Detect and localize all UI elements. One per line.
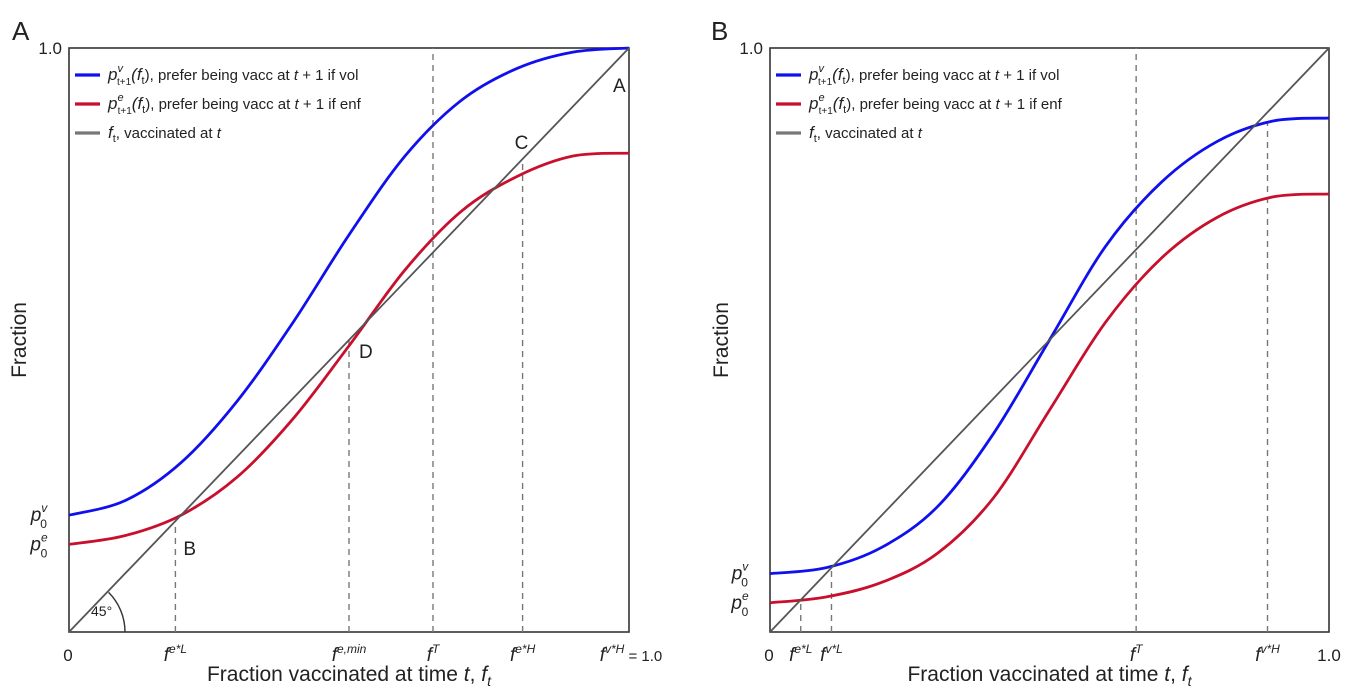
legend-entry: ft, vaccinated at t <box>108 123 222 145</box>
x-axis-label: Fraction vaccinated at time t, ft <box>907 663 1192 689</box>
legend-entry: pe t+1(ft), prefer being vacc at t + 1 if… <box>808 92 1063 117</box>
panel-letter: B <box>711 16 728 46</box>
panel-a: Afe*L fe,min fT fe*H 0 1.0 fv*H = 1.0 pv 0pe 0 45°… <box>8 16 662 689</box>
y-tick-one: 1.0 <box>739 39 763 58</box>
diagonal-line <box>68 47 630 633</box>
y-marker-label: pe 0 <box>29 530 48 560</box>
y-marker-label: pv 0 <box>731 560 750 590</box>
voluntary-curve <box>68 46 630 517</box>
diagonal-line <box>769 47 1330 633</box>
angle-label: 45° <box>91 603 112 619</box>
x-tick-label: fe,min <box>332 642 367 666</box>
x-tick-label: fe*L <box>789 642 812 666</box>
legend-entry: pv t+1(ft), prefer being vacc at t + 1 if… <box>808 63 1059 88</box>
plot-frame <box>769 47 1330 633</box>
panel-b: Bfe*L fv*L fT fv*H 0 1.0 1.0 pv 0pe 0 pv t+1(ft), p… <box>710 16 1341 689</box>
x-tick-zero: 0 <box>764 646 773 665</box>
point-label-c: C <box>515 133 529 154</box>
x-tick-label: fT <box>427 642 441 666</box>
x-axis-label: Fraction vaccinated at time t, ft <box>207 663 492 689</box>
y-marker-label: pe 0 <box>730 589 749 619</box>
x-tick-label: fT <box>1130 642 1144 666</box>
legend-entry: ft, vaccinated at t <box>809 123 923 145</box>
enforced-curve <box>68 151 630 546</box>
x-tick-zero: 0 <box>63 646 72 665</box>
y-marker-label: pv 0 <box>30 501 49 531</box>
point-label-d: D <box>359 342 373 363</box>
y-tick-one: 1.0 <box>38 39 62 58</box>
y-axis-label: Fraction <box>8 302 31 378</box>
x-tick-label: fe*H <box>510 642 536 666</box>
enforced-curve <box>769 192 1330 605</box>
point-label-b: B <box>183 539 196 560</box>
legend-entry: pv t+1(ft), prefer being vacc at t + 1 if… <box>107 63 358 88</box>
x-tick-label: fe*L <box>164 642 187 666</box>
point-label-a: A <box>613 76 626 97</box>
x-tick-label: fv*L <box>820 642 843 666</box>
voluntary-curve <box>769 116 1330 575</box>
x-tick-right: fv*H = 1.0 <box>600 642 663 666</box>
x-tick-one: 1.0 <box>1317 646 1341 665</box>
panel-letter: A <box>12 16 30 46</box>
legend-entry: pe t+1(ft), prefer being vacc at t + 1 if… <box>107 92 362 117</box>
x-tick-label: fv*H <box>1255 642 1280 666</box>
angle-arc <box>108 591 126 633</box>
y-axis-label: Fraction <box>710 302 733 378</box>
